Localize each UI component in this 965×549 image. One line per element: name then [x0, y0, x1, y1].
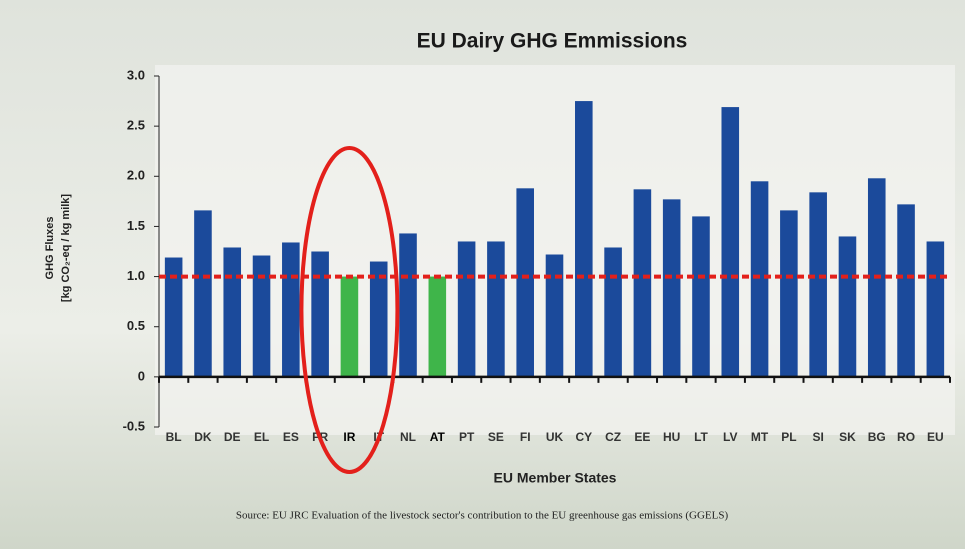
bar — [341, 277, 359, 377]
x-tick-label: LT — [694, 430, 708, 444]
bar — [194, 210, 212, 376]
y-tick-label: -0.5 — [123, 418, 145, 433]
x-tick-label: SI — [812, 430, 823, 444]
bar — [253, 256, 271, 377]
source-note: Source: EU JRC Evaluation of the livesto… — [236, 510, 729, 522]
bar — [692, 216, 710, 376]
x-tick-label: CZ — [605, 430, 621, 444]
x-tick-label: PT — [459, 430, 475, 444]
x-tick-label: AT — [430, 430, 446, 444]
x-tick-label: EE — [634, 430, 650, 444]
x-tick-label: DE — [224, 430, 241, 444]
x-tick-label: CY — [575, 430, 592, 444]
y-tick-label: 0 — [138, 368, 145, 383]
bar — [634, 189, 652, 377]
bar — [809, 192, 827, 377]
x-tick-label: ES — [283, 430, 299, 444]
x-axis-label: EU Member States — [494, 470, 617, 486]
bar — [927, 241, 945, 376]
x-tick-label: BL — [166, 430, 182, 444]
y-tick-label: 3.0 — [127, 67, 145, 82]
y-tick-label: 0.5 — [127, 318, 145, 333]
bar — [429, 277, 447, 377]
x-tick-label: NL — [400, 430, 416, 444]
bar — [399, 233, 417, 376]
bar — [458, 241, 476, 376]
y-axis-label: GHG Fluxes — [44, 217, 56, 280]
bar — [487, 241, 505, 376]
x-tick-label: DK — [194, 430, 212, 444]
x-tick-label: IR — [343, 430, 355, 444]
plot-area — [155, 65, 955, 435]
bar — [839, 236, 857, 376]
y-tick-label: 2.5 — [127, 118, 145, 133]
x-tick-label: EU — [927, 430, 944, 444]
bar — [663, 199, 681, 377]
x-tick-label: SE — [488, 430, 504, 444]
x-tick-label: RO — [897, 430, 915, 444]
x-tick-label: LV — [723, 430, 737, 444]
x-tick-label: FI — [520, 430, 531, 444]
y-tick-label: 1.5 — [127, 218, 145, 233]
bar — [604, 247, 622, 376]
x-tick-label: PL — [781, 430, 796, 444]
bar — [223, 247, 241, 376]
bar — [546, 255, 564, 377]
x-tick-label: MT — [751, 430, 769, 444]
bar — [370, 262, 388, 377]
bar — [575, 101, 593, 377]
bar — [780, 210, 798, 376]
bar — [897, 204, 915, 376]
x-tick-label: BG — [868, 430, 886, 444]
bar — [721, 107, 739, 377]
bar — [282, 242, 300, 376]
y-tick-label: 2.0 — [127, 168, 145, 183]
chart: EU Dairy GHG Emmissions GHG Fluxes [kg C… — [0, 0, 965, 549]
bar — [516, 188, 534, 377]
chart-title: EU Dairy GHG Emmissions — [417, 30, 688, 53]
x-tick-label: HU — [663, 430, 680, 444]
x-tick-label: SK — [839, 430, 856, 444]
y-axis-label: [kg CO₂-eq / kg milk] — [60, 194, 72, 303]
page: {"chart_data": {"type": "bar", "title": … — [0, 0, 965, 549]
bar — [751, 181, 769, 377]
bar — [311, 252, 329, 377]
y-tick-label: 1.0 — [127, 268, 145, 283]
x-tick-label: UK — [546, 430, 564, 444]
x-tick-label: EL — [254, 430, 269, 444]
